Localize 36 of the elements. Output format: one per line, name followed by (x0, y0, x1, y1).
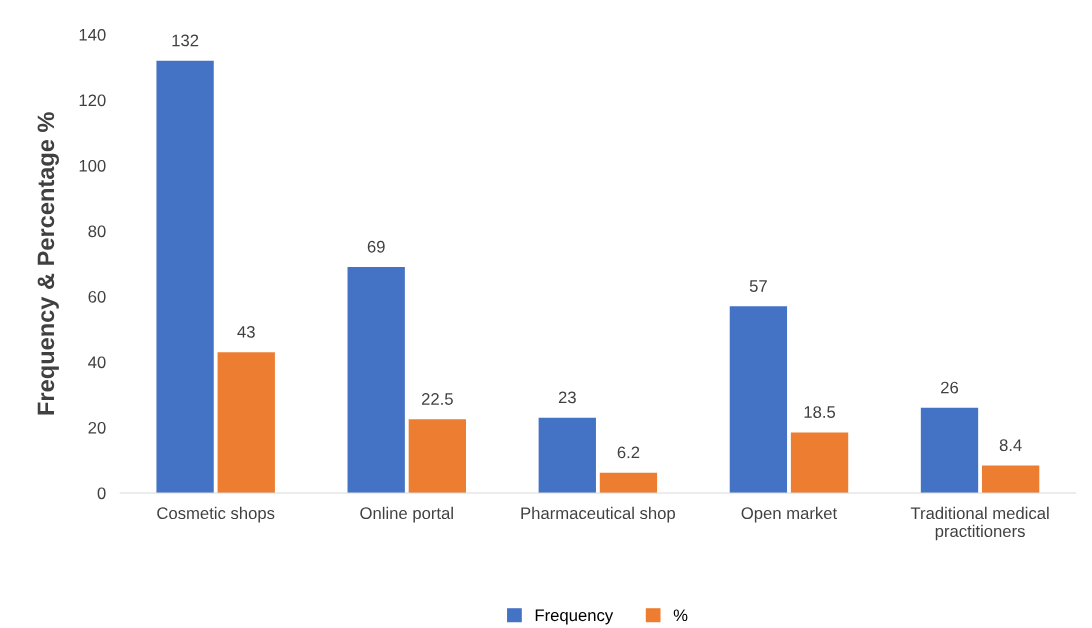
bar (790, 432, 849, 493)
data-label: 18.5 (804, 406, 836, 418)
data-label: 8.4 (999, 439, 1022, 452)
bar (347, 267, 405, 493)
data-label: 23 (558, 391, 576, 404)
bar (217, 352, 275, 493)
y-tick-label: 80 (88, 225, 106, 238)
y-tick-label: 120 (79, 94, 106, 107)
y-tick-label: 100 (79, 159, 106, 172)
data-label: 69 (367, 240, 385, 253)
legend-label: % (673, 609, 688, 622)
data-label: 43 (237, 325, 255, 338)
x-tick-label: Online portal (360, 506, 453, 523)
bar (729, 306, 788, 493)
data-label: 22.5 (421, 393, 453, 405)
data-label: 57 (749, 280, 767, 292)
y-tick-label: 140 (79, 28, 106, 41)
x-tick-label: Cosmetic shops (157, 506, 275, 523)
bar (408, 419, 467, 493)
y-tick-label: 60 (88, 290, 106, 303)
legend-label: Frequency (535, 609, 614, 625)
data-label: 26 (941, 381, 959, 394)
bar (920, 407, 979, 493)
bar (599, 472, 658, 493)
x-tick-label: Pharmaceutical shop (521, 506, 675, 523)
data-label: 6.2 (617, 446, 640, 459)
bar (156, 60, 214, 493)
y-tick-label: 20 (88, 421, 106, 434)
x-tick-label: Traditional medical practitioners (910, 506, 1049, 541)
y-tick-label: 0 (97, 487, 106, 500)
y-tick-label: 40 (88, 356, 106, 369)
y-axis-title: Frequency & Percentage % (37, 112, 59, 415)
bar (538, 417, 596, 493)
x-tick-label: Open market (741, 506, 838, 523)
bar (981, 465, 1040, 493)
data-label: 132 (172, 34, 199, 47)
